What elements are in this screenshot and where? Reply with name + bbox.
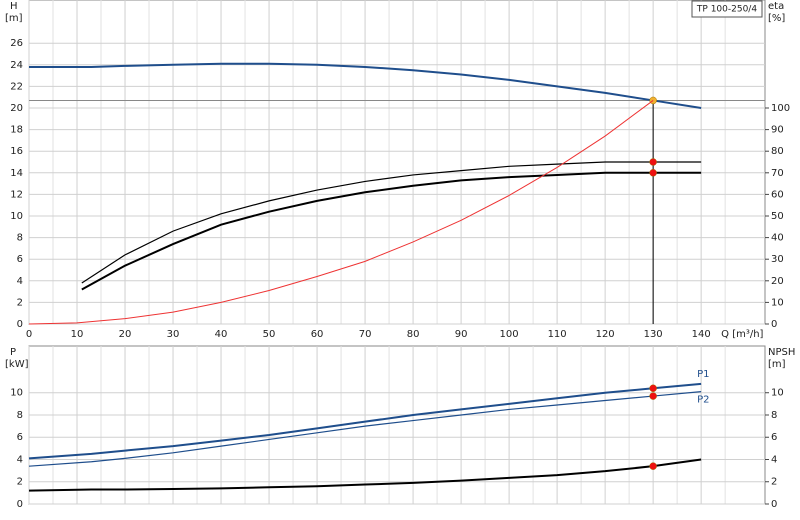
y2-tick-label: 2 [771,477,777,488]
y2-tick-label: 0 [771,499,777,510]
duty-marker [649,158,657,166]
y2-tick-label: 6 [771,432,777,443]
duty-marker [649,392,657,400]
y2-tick-label: 70 [771,168,784,179]
y-tick-label: 14 [10,168,23,179]
y-tick-label: 2 [17,477,23,488]
y2-tick-label: 50 [771,211,784,222]
series-line [81,161,702,284]
y-axis-label: H [10,1,18,12]
x-tick-label: 140 [692,329,711,340]
y-tick-label: 4 [17,454,23,465]
duty-marker [649,169,657,177]
y-tick-label: 20 [10,103,23,114]
x-tick-label: 110 [548,329,567,340]
y-tick-label: 10 [10,211,23,222]
y-tick-label: 4 [17,276,23,287]
legend-box [691,0,763,18]
x-tick-label: 70 [359,329,372,340]
y-tick-label: 22 [10,81,23,92]
x-tick-label: 10 [71,329,84,340]
x-tick-label: 20 [119,329,132,340]
y-tick-label: 10 [10,388,23,399]
x-tick-label: 90 [455,329,468,340]
series-line [28,391,702,467]
y2-axis-unit: [m] [768,359,786,370]
y-axis-unit: [m] [5,13,23,24]
series-line [28,100,654,325]
series-label: P1 [697,369,709,380]
y-axis-label: P [10,347,16,358]
x-axis-label: Q [m³/h] [721,329,763,340]
series-line [81,171,702,291]
y-tick-label: 8 [17,410,23,421]
y2-axis-label: NPSH [768,347,795,358]
y-tick-label: 24 [10,60,23,71]
y-axis-unit: [kW] [5,359,29,370]
y2-tick-label: 100 [771,103,790,114]
legend-text: TP 100-250/4 [696,5,757,15]
y2-tick-label: 30 [771,254,784,265]
x-tick-label: 100 [500,329,519,340]
x-tick-label: 130 [644,329,663,340]
y-tick-label: 16 [10,146,23,157]
y2-tick-label: 10 [771,297,784,308]
series-line [28,382,702,460]
y2-tick-label: 4 [771,454,777,465]
series-line [29,62,702,109]
y-tick-label: 6 [17,432,23,443]
y-tick-label: 18 [10,125,23,136]
y-tick-label: 8 [17,233,23,244]
series-label: P2 [697,395,709,406]
y2-tick-label: 90 [771,125,784,136]
y2-tick-label: 10 [771,388,784,399]
plot-area [28,345,766,505]
y2-axis-unit: [%] [768,13,785,24]
y-tick-label: 26 [10,38,23,49]
y2-tick-label: 20 [771,276,784,287]
y-tick-label: 0 [17,499,23,510]
y2-tick-label: 0 [771,319,777,330]
x-tick-label: 80 [407,329,420,340]
series-line [28,458,702,492]
duty-marker [649,462,657,470]
x-tick-label: 50 [263,329,276,340]
y-tick-label: 12 [10,189,23,200]
x-tick-label: 30 [167,329,180,340]
y2-tick-label: 8 [771,410,777,421]
y-tick-label: 2 [17,297,23,308]
y2-axis-label: eta [768,1,784,12]
y-tick-label: 6 [17,254,23,265]
duty-marker [649,384,657,393]
x-tick-label: 40 [215,329,228,340]
y2-tick-label: 80 [771,146,784,157]
y2-tick-label: 40 [771,233,784,244]
y2-tick-label: 60 [771,189,784,200]
x-tick-label: 0 [26,329,32,340]
x-tick-label: 60 [311,329,324,340]
x-tick-label: 120 [596,329,615,340]
y-tick-label: 0 [17,319,23,330]
